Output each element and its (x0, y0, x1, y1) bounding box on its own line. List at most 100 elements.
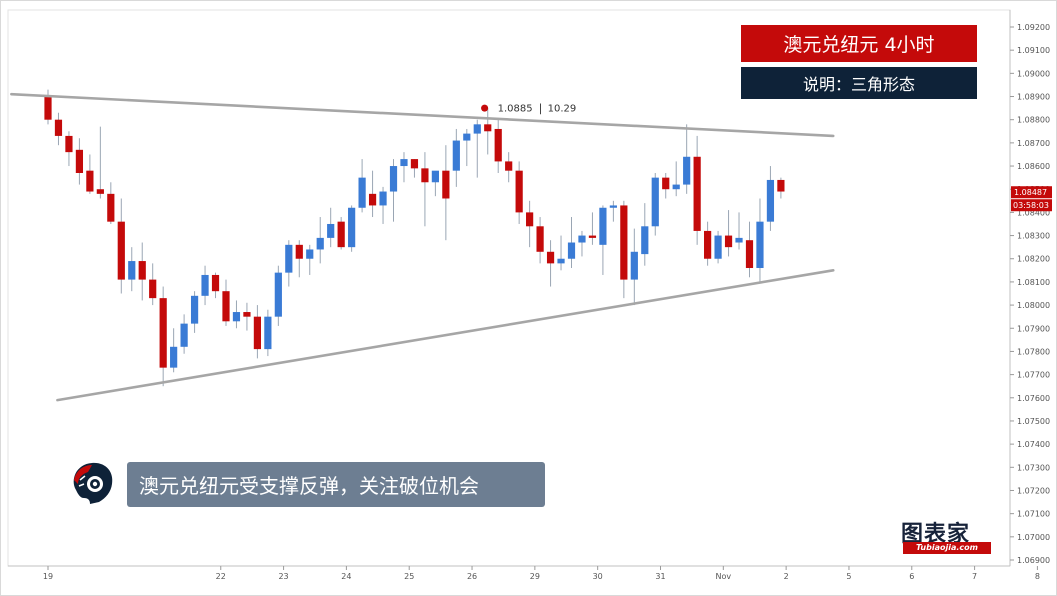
candle-up (756, 221, 764, 269)
candle-down (536, 226, 544, 252)
candle-down (243, 312, 251, 317)
y-tick-label: 1.07700 (1017, 371, 1050, 380)
candle-up (609, 205, 617, 208)
candle-down (149, 279, 157, 299)
candle-up (190, 295, 199, 324)
x-tick-label: 22 (216, 572, 226, 581)
triangle-trendlines (10, 92, 835, 402)
x-tick-label: 8 (1035, 572, 1040, 581)
chart-title-badge: 澳元兑纽元 4小时 (741, 25, 977, 62)
candle-down (159, 298, 167, 368)
y-tick-label: 1.08700 (1017, 139, 1050, 148)
candle-down (724, 235, 733, 248)
candle-up (348, 207, 356, 248)
y-tick-label: 1.07400 (1017, 440, 1050, 449)
candle-down (515, 170, 523, 213)
x-tick-label: 25 (404, 572, 414, 581)
x-tick-label: 5 (846, 572, 851, 581)
high-marker-dot (481, 104, 489, 112)
last-price-label: 1.08487 (1014, 188, 1047, 197)
candle-down (662, 177, 670, 190)
candle-up (358, 177, 366, 208)
y-tick-label: 1.08900 (1017, 93, 1050, 102)
candle-down (421, 168, 429, 183)
candlestick-series (44, 89, 785, 387)
candle-up (567, 242, 576, 259)
tubiaojia-logo: 图表家 Tubiaojia.com (899, 516, 995, 558)
high-separator: | (539, 102, 543, 115)
candle-up (557, 258, 565, 264)
x-tick-label: 29 (530, 572, 540, 581)
candle-down (253, 316, 261, 350)
high-annotation: 1.0885 | 10.29 (481, 102, 576, 115)
candle-down (138, 261, 146, 280)
candle-down (368, 193, 377, 206)
x-tick-label: 30 (593, 572, 603, 581)
candle-up (306, 249, 314, 259)
y-tick-label: 1.09200 (1017, 23, 1050, 32)
head-avatar-icon (73, 462, 113, 504)
candle-up (578, 235, 586, 243)
candle-up (389, 166, 398, 192)
candle-up (201, 274, 209, 296)
candle-down (54, 119, 63, 136)
y-tick-label: 1.08200 (1017, 255, 1050, 264)
y-tick-label: 1.08600 (1017, 162, 1050, 171)
candle-up (264, 316, 272, 350)
y-tick-label: 1.08400 (1017, 208, 1050, 217)
candle-down (211, 274, 220, 292)
logo-url: Tubiaojia.com (903, 542, 991, 554)
y-tick-label: 1.07800 (1017, 347, 1050, 356)
y-tick-label: 1.08300 (1017, 232, 1050, 241)
candle-down (65, 135, 73, 153)
candle-down (337, 221, 345, 248)
candle-down (588, 235, 597, 238)
candle-up (128, 261, 136, 280)
candle-down (745, 240, 754, 269)
candle-down (442, 170, 450, 199)
x-tick-label: 26 (467, 572, 477, 581)
candle-down (693, 156, 701, 231)
trendline-lower (56, 269, 835, 402)
x-tick-label: 24 (341, 572, 351, 581)
candle-down (107, 193, 115, 222)
y-tick-label: 1.08800 (1017, 116, 1050, 125)
candle-up (651, 177, 659, 227)
candle-up (463, 133, 471, 141)
candle-down (704, 230, 712, 259)
candle-down (86, 170, 94, 192)
price-tags: 1.08487 03:58:03 (1011, 186, 1052, 212)
candle-down (494, 128, 502, 162)
candle-down (546, 251, 555, 264)
countdown-tag (1011, 199, 1052, 212)
chart-title: 澳元兑纽元 4小时 (783, 34, 935, 56)
y-tick-label: 1.07500 (1017, 417, 1050, 426)
candle-up (641, 226, 649, 255)
trendline-upper (10, 92, 835, 138)
high-value-label: 10.29 (548, 104, 577, 115)
candle-up (327, 223, 335, 238)
last-price-tag (1011, 186, 1052, 199)
candle-up (170, 346, 178, 368)
y-tick-label: 1.07300 (1017, 463, 1050, 472)
candle-up (599, 207, 607, 245)
high-price-label: 1.0885 (498, 104, 533, 115)
candle-up (683, 156, 691, 185)
candle-down (505, 161, 513, 171)
x-tick-label: 6 (909, 572, 914, 581)
candle-down (222, 291, 230, 322)
countdown-label: 03:58:03 (1013, 201, 1049, 210)
candle-up (714, 235, 722, 259)
candle-up (400, 159, 408, 167)
x-axis: 192223242526293031Nov256789 (43, 566, 1040, 581)
candle-up (431, 170, 439, 183)
chart-subtitle-badge: 说明：三角形态 (741, 67, 977, 99)
y-tick-label: 1.07600 (1017, 394, 1050, 403)
y-tick-label: 1.08000 (1017, 301, 1050, 310)
x-tick-label: Nov (716, 572, 732, 581)
y-tick-label: 1.09100 (1017, 46, 1050, 55)
headline-banner: 澳元兑纽元受支撑反弹，关注破位机会 (127, 462, 545, 507)
candle-down (295, 244, 303, 259)
candle-up (379, 191, 387, 206)
candle-down (777, 179, 785, 192)
